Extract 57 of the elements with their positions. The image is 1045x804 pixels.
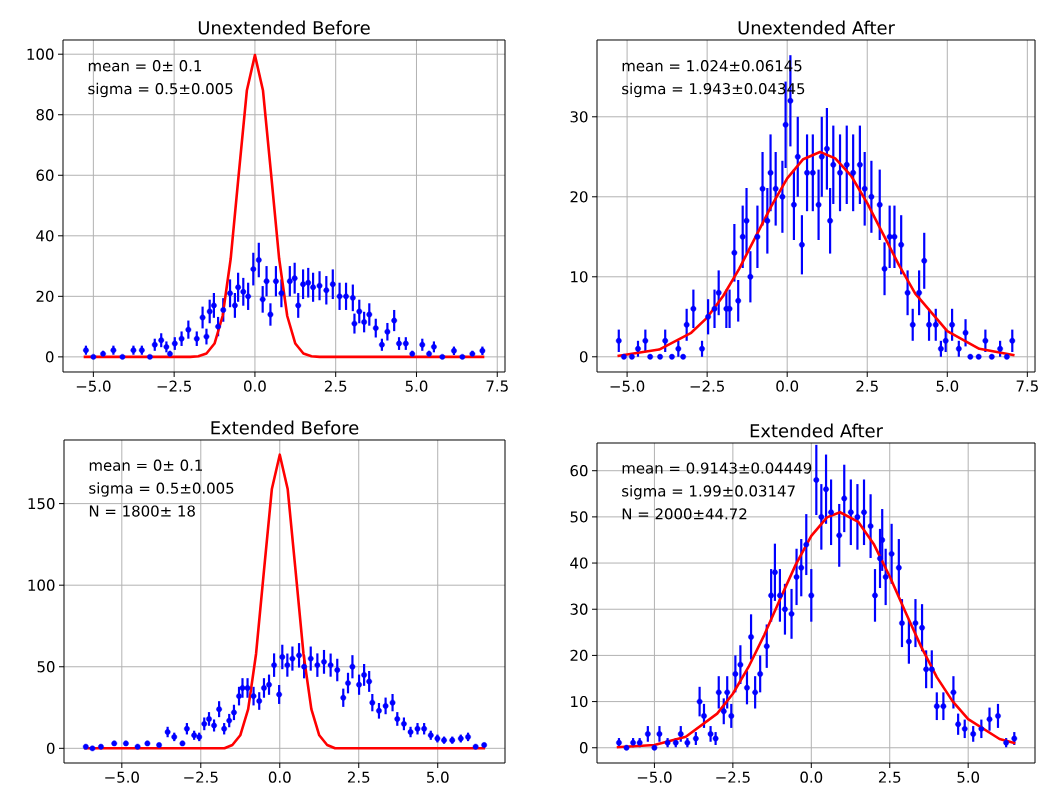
y-tick-label: 20 xyxy=(570,191,588,203)
y-tick-label: 50 xyxy=(570,511,588,523)
x-tick-label: 0.0 xyxy=(800,771,823,783)
y-tick-label: 100 xyxy=(28,579,55,591)
y-tick-label: 60 xyxy=(36,169,54,181)
x-tick-label: −5.0 xyxy=(76,380,111,392)
x-tick-label: −2.5 xyxy=(184,771,218,783)
x-tick-label: 5.0 xyxy=(936,380,959,392)
x-tick-label: −2.5 xyxy=(716,771,750,783)
y-tick-label: 100 xyxy=(27,48,54,60)
annotation: N = 2000±44.72 xyxy=(622,508,747,520)
y-tick-label: 150 xyxy=(28,497,55,510)
y-tick-label: 40 xyxy=(36,230,54,242)
x-tick-label: 7.5 xyxy=(486,380,508,392)
y-tick-label: 10 xyxy=(571,695,588,708)
y-tick-label: 0 xyxy=(579,351,588,363)
x-tick-label: −2.5 xyxy=(690,380,724,392)
y-tick-label: 50 xyxy=(37,661,55,673)
y-tick-label: 60 xyxy=(570,465,588,477)
annotation: mean = 0± 0.1 xyxy=(88,60,202,72)
y-tick-label: 30 xyxy=(570,603,588,615)
y-tick-label: 0 xyxy=(45,351,54,363)
line-series xyxy=(616,150,1016,358)
annotation: sigma = 1.99±0.03147 xyxy=(622,485,795,500)
chart-title: Unextended Before xyxy=(198,20,370,35)
x-tick-label: 5.0 xyxy=(427,771,449,783)
x-tick-label: 7.5 xyxy=(1016,380,1038,392)
x-tick-label: 0.0 xyxy=(268,771,291,783)
y-tick-label: 20 xyxy=(36,290,54,302)
x-tick-label: 2.5 xyxy=(878,771,901,783)
x-tick-label: 2.5 xyxy=(324,380,347,392)
chart-title: Unextended After xyxy=(738,20,895,35)
annotation: sigma = 0.5±0.005 xyxy=(88,82,233,98)
x-tick-label: −5.0 xyxy=(637,771,672,783)
annotation: mean = 0± 0.1 xyxy=(89,459,203,471)
y-tick-label: 20 xyxy=(570,649,588,662)
x-tick-label: −5.0 xyxy=(105,771,139,783)
x-tick-label: 2.5 xyxy=(856,380,878,392)
line-series xyxy=(82,53,486,359)
y-tick-label: 40 xyxy=(570,557,588,569)
y-tick-label: 80 xyxy=(36,109,54,121)
annotation: N = 1800± 18 xyxy=(89,505,195,517)
x-tick-label: 0.0 xyxy=(776,380,799,392)
annotation: sigma = 0.5±0.005 xyxy=(89,482,234,497)
x-tick-label: 2.5 xyxy=(347,771,370,783)
y-tick-label: 0 xyxy=(46,742,55,754)
chart-title: Extended Before xyxy=(211,420,359,435)
x-tick-label: 5.0 xyxy=(405,380,428,392)
x-tick-label: −2.5 xyxy=(157,380,191,392)
x-tick-label: −5.0 xyxy=(610,380,645,392)
y-tick-label: 10 xyxy=(571,271,588,283)
y-tick-label: 30 xyxy=(570,111,588,123)
y-tick-label: 0 xyxy=(579,742,588,754)
x-tick-label: 5.0 xyxy=(957,771,980,783)
x-tick-label: 0.0 xyxy=(244,380,266,392)
annotation: mean = 0.9143±0.04449 xyxy=(622,462,812,474)
chart-title: Extended After xyxy=(750,423,883,438)
